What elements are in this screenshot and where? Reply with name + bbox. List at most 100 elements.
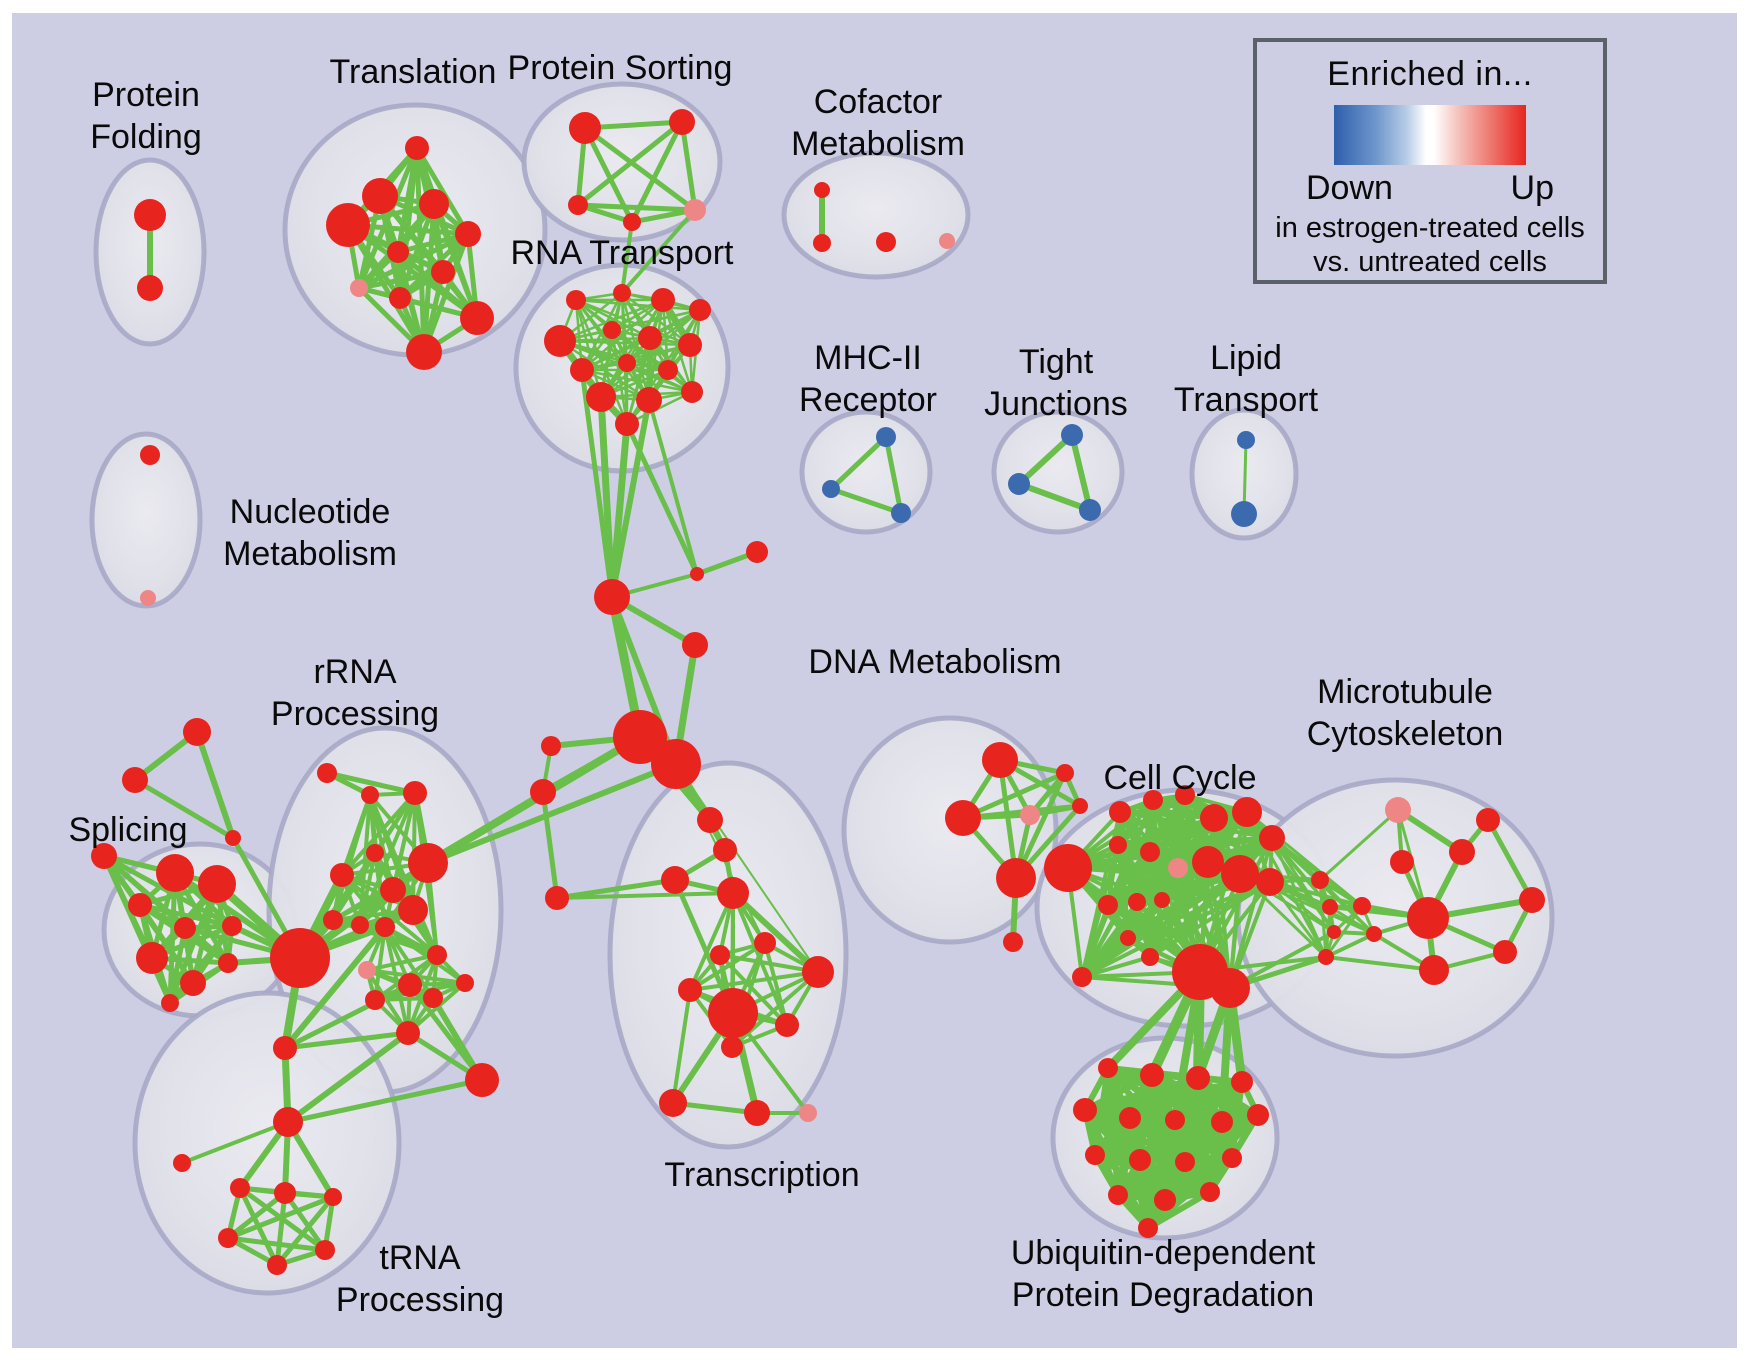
node	[274, 1182, 296, 1204]
cluster-ellipse-tight-junctions	[991, 409, 1125, 535]
edge	[828, 486, 904, 516]
cluster-label-rna-transport: RNA Transport	[511, 234, 735, 272]
edge	[688, 970, 820, 992]
node	[638, 326, 662, 350]
edge	[575, 202, 698, 213]
node	[594, 579, 630, 615]
edge	[282, 1030, 411, 1051]
node	[1128, 893, 1146, 911]
node	[1108, 1185, 1128, 1205]
node	[366, 844, 384, 862]
edge	[688, 941, 767, 992]
edge	[579, 367, 615, 600]
node	[1366, 926, 1382, 942]
node	[708, 988, 758, 1038]
edge	[1116, 793, 1187, 847]
node	[230, 1178, 250, 1198]
cluster-label-tight-junctions: Tight	[1019, 343, 1094, 381]
cluster-label-microtubule-cytoskeleton: Cytoskeleton	[1307, 715, 1504, 753]
node	[405, 136, 429, 160]
node	[1044, 844, 1092, 892]
node	[746, 541, 768, 563]
legend: Enriched in... Down Up in estrogen-treat…	[1253, 38, 1607, 284]
edge	[167, 925, 188, 1006]
node	[891, 503, 911, 523]
edge	[1324, 955, 1436, 972]
node	[682, 632, 708, 658]
edge	[625, 308, 702, 365]
node	[389, 287, 411, 309]
edge	[575, 119, 685, 208]
node	[775, 1013, 799, 1037]
edge	[624, 421, 700, 577]
edge	[582, 125, 698, 213]
legend-caption-line2: vs. untreated cells	[1313, 246, 1547, 278]
edge	[368, 793, 439, 957]
node	[1519, 887, 1545, 913]
node	[669, 109, 695, 135]
node	[460, 301, 494, 335]
node	[566, 290, 586, 310]
node	[876, 427, 896, 447]
node	[1200, 1182, 1220, 1202]
node	[658, 360, 678, 380]
node	[636, 387, 662, 413]
node	[1154, 1189, 1176, 1211]
cluster-label-splicing: Splicing	[68, 811, 187, 849]
cluster-label-ubiquitin-dependent-protein-degradation: Ubiquitin-dependent	[1011, 1234, 1316, 1272]
edge	[555, 891, 735, 900]
edge	[1485, 817, 1535, 903]
node	[1175, 1152, 1195, 1172]
node	[396, 1021, 420, 1045]
node	[713, 838, 737, 862]
edge	[285, 1077, 485, 1125]
edge	[1137, 1112, 1261, 1163]
node	[615, 412, 639, 436]
node	[456, 974, 474, 992]
node	[544, 325, 576, 357]
node	[1385, 797, 1411, 823]
edge	[1245, 810, 1322, 882]
node	[996, 858, 1036, 898]
edge	[1080, 936, 1130, 979]
edge	[599, 298, 665, 399]
node	[939, 233, 955, 249]
cluster-label-cofactor-metabolism: Cofactor	[814, 83, 943, 121]
node	[586, 382, 616, 412]
node	[813, 234, 831, 252]
cluster-label-nucleotide-metabolism: Nucleotide	[230, 493, 391, 531]
edge	[1148, 810, 1249, 854]
node	[1322, 899, 1338, 915]
cluster-label-lipid-transport: Transport	[1174, 381, 1319, 419]
node	[1119, 1107, 1141, 1129]
node	[136, 942, 168, 974]
node	[710, 945, 730, 965]
node	[326, 203, 370, 247]
node	[568, 195, 588, 215]
node	[530, 779, 556, 805]
node	[180, 970, 206, 996]
edge	[1080, 903, 1110, 979]
edge	[137, 902, 235, 929]
edge	[647, 398, 699, 576]
node	[465, 1063, 499, 1097]
node	[618, 354, 636, 372]
node	[1140, 842, 1160, 862]
legend-gradient-bar	[1334, 105, 1526, 165]
node	[684, 199, 706, 221]
cluster-ellipse-trna-processing	[132, 990, 402, 1296]
edge	[960, 770, 1068, 821]
node	[1109, 836, 1127, 854]
node	[431, 260, 455, 284]
node	[1061, 424, 1083, 446]
node	[323, 910, 343, 930]
node	[222, 916, 242, 936]
edge	[1148, 836, 1274, 854]
node	[1098, 1058, 1118, 1078]
cluster-label-protein-folding: Folding	[90, 118, 202, 156]
node	[218, 953, 238, 973]
node	[569, 112, 601, 144]
node	[1098, 895, 1118, 915]
node	[173, 1154, 191, 1172]
